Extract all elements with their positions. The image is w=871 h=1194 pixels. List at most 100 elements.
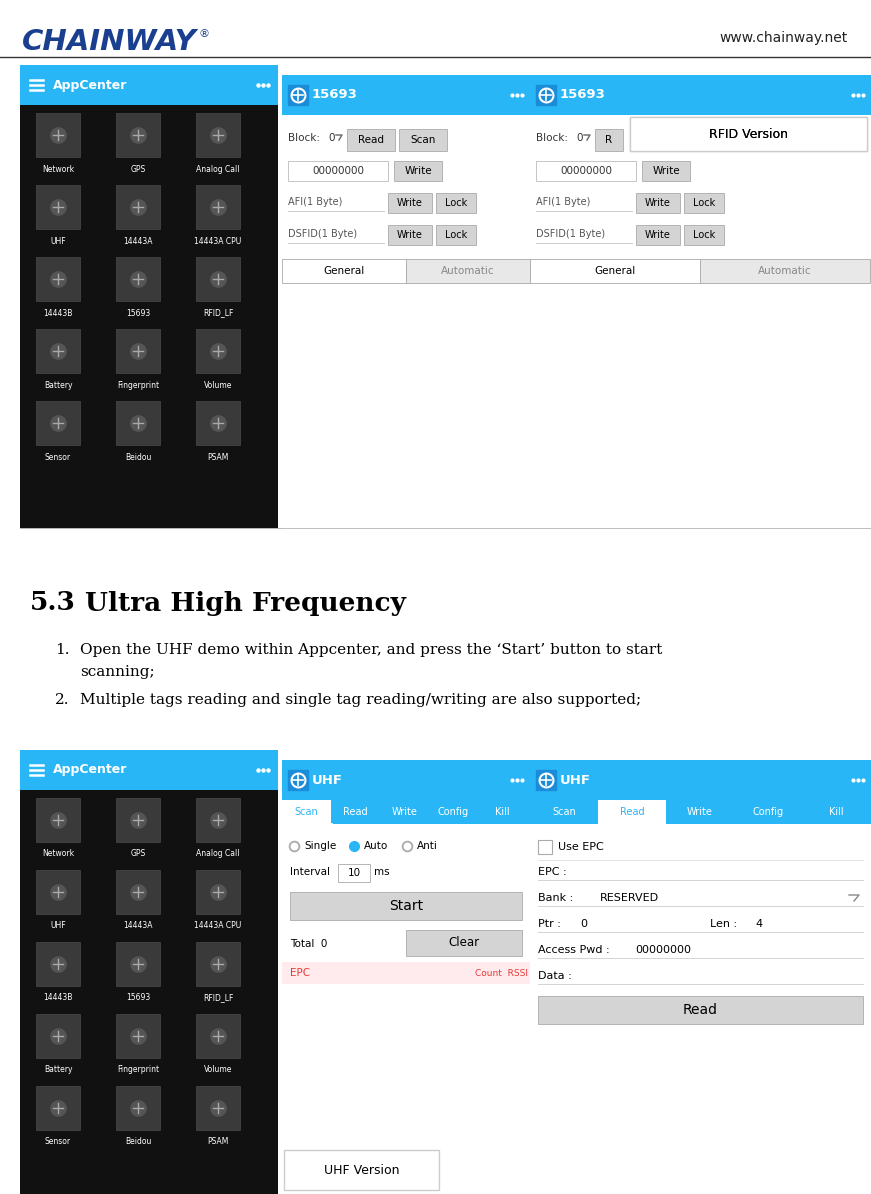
Text: 00000000: 00000000: [635, 944, 691, 955]
Text: Battery: Battery: [44, 1065, 72, 1075]
Bar: [36, 1014, 80, 1058]
Text: 00000000: 00000000: [312, 166, 364, 176]
Text: Network: Network: [42, 849, 74, 858]
Text: UHF: UHF: [51, 922, 66, 930]
Text: Sensor: Sensor: [45, 1138, 71, 1146]
Bar: [530, 115, 871, 528]
Text: Volume: Volume: [204, 381, 233, 389]
Bar: [530, 259, 700, 283]
Bar: [116, 185, 160, 229]
Text: Volume: Volume: [204, 1065, 233, 1075]
Text: Single: Single: [304, 841, 336, 851]
Text: Access Pwd :: Access Pwd :: [538, 944, 610, 955]
Bar: [196, 942, 240, 986]
Bar: [282, 962, 530, 984]
Text: CHAINWAY: CHAINWAY: [22, 27, 197, 56]
Bar: [288, 161, 388, 181]
Text: Total  0: Total 0: [290, 938, 327, 949]
Text: 14443A: 14443A: [124, 236, 152, 246]
Bar: [196, 870, 240, 913]
Bar: [20, 64, 278, 528]
Text: R: R: [605, 135, 612, 144]
Bar: [700, 259, 870, 283]
Text: Write: Write: [645, 198, 671, 208]
Text: Ptr :: Ptr :: [538, 919, 561, 929]
Text: Read: Read: [683, 1003, 718, 1017]
Bar: [36, 1087, 80, 1130]
Bar: [406, 930, 522, 956]
Bar: [630, 117, 867, 150]
Text: 0: 0: [328, 133, 334, 143]
Bar: [196, 401, 240, 445]
Text: Auto: Auto: [364, 841, 388, 851]
Text: Open the UHF demo within Appcenter, and press the ‘Start’ button to start: Open the UHF demo within Appcenter, and …: [80, 644, 662, 657]
Bar: [20, 750, 278, 790]
Bar: [530, 75, 871, 528]
Text: Lock: Lock: [692, 198, 715, 208]
Bar: [116, 798, 160, 842]
Text: Len :: Len :: [710, 919, 737, 929]
Text: PSAM: PSAM: [207, 453, 229, 462]
Text: 0: 0: [576, 133, 583, 143]
Text: Scan: Scan: [552, 807, 576, 817]
Bar: [290, 892, 522, 921]
Text: EPC: EPC: [290, 968, 310, 978]
Bar: [20, 750, 278, 1194]
Text: Ultra High Frequency: Ultra High Frequency: [85, 591, 406, 615]
Text: Write: Write: [645, 230, 671, 240]
Text: PSAM: PSAM: [207, 1138, 229, 1146]
Text: RFID_LF: RFID_LF: [203, 308, 233, 318]
Bar: [538, 996, 863, 1024]
Text: 5.3: 5.3: [30, 591, 76, 615]
Bar: [116, 113, 160, 156]
Bar: [196, 1014, 240, 1058]
Text: Write: Write: [652, 166, 679, 176]
Bar: [530, 824, 871, 1194]
Text: Lock: Lock: [692, 230, 715, 240]
Text: Write: Write: [404, 166, 432, 176]
Bar: [536, 161, 636, 181]
Text: Beidou: Beidou: [125, 1138, 152, 1146]
Text: Read: Read: [343, 807, 368, 817]
Text: Write: Write: [392, 807, 417, 817]
Bar: [282, 259, 406, 283]
Text: Kill: Kill: [496, 807, 510, 817]
Text: 4: 4: [755, 919, 762, 929]
Bar: [282, 824, 530, 1194]
Text: UHF: UHF: [560, 774, 591, 787]
Text: Sensor: Sensor: [45, 453, 71, 462]
Bar: [598, 800, 666, 824]
Text: Network: Network: [42, 165, 74, 173]
Bar: [196, 185, 240, 229]
Bar: [347, 129, 395, 150]
Text: RFID Version: RFID Version: [709, 128, 788, 141]
Text: Start: Start: [389, 899, 423, 913]
Text: 15693: 15693: [560, 88, 606, 101]
Text: Kill: Kill: [828, 807, 843, 817]
Text: Beidou: Beidou: [125, 453, 152, 462]
Text: 14443A: 14443A: [124, 922, 152, 930]
Bar: [36, 942, 80, 986]
Bar: [116, 330, 160, 373]
Bar: [684, 224, 724, 245]
Bar: [636, 193, 680, 213]
Text: DSFID(1 Byte): DSFID(1 Byte): [536, 229, 605, 239]
Text: Analog Call: Analog Call: [196, 165, 240, 173]
Text: Lock: Lock: [445, 198, 467, 208]
Bar: [282, 761, 530, 800]
Text: Scan: Scan: [410, 135, 436, 144]
Text: GPS: GPS: [131, 165, 145, 173]
Bar: [530, 761, 871, 1194]
Bar: [116, 870, 160, 913]
Text: ms: ms: [374, 867, 389, 878]
Text: 10: 10: [348, 868, 361, 878]
Text: UHF: UHF: [312, 774, 343, 787]
Bar: [530, 761, 871, 800]
Bar: [196, 1087, 240, 1130]
Bar: [388, 224, 432, 245]
Bar: [684, 193, 724, 213]
Bar: [196, 113, 240, 156]
Text: Anti: Anti: [417, 841, 438, 851]
Bar: [282, 761, 530, 1194]
Text: Data :: Data :: [538, 971, 571, 981]
